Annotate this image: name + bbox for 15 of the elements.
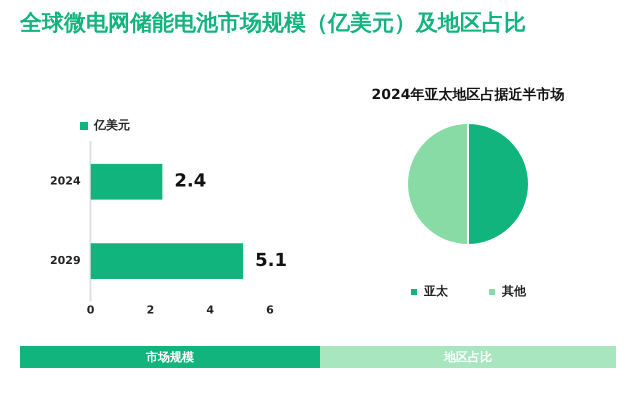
legend-label: 其他 xyxy=(501,284,527,298)
legend-label: 亚太 xyxy=(423,284,449,298)
data-label: 2.4 xyxy=(174,170,206,192)
x-tick-label: 6 xyxy=(266,303,274,316)
y-tick-label: 2029 xyxy=(50,254,81,267)
x-tick-label: 2 xyxy=(146,303,154,316)
x-tick-label: 0 xyxy=(86,303,95,316)
chart-title: 全球微电网储能电池市场规模（亿美元）及地区占比 xyxy=(20,10,527,38)
x-tick-label: 4 xyxy=(206,303,214,316)
data-label: 5.1 xyxy=(255,250,287,271)
text: 市场规模 xyxy=(20,346,320,368)
y-tick-label: 2024 xyxy=(50,174,81,188)
text: 地区占比 xyxy=(320,346,616,368)
legend-label: 亿美元 xyxy=(93,118,130,132)
chart-title: 2024年亚太地区占据近半市场 xyxy=(370,86,566,104)
